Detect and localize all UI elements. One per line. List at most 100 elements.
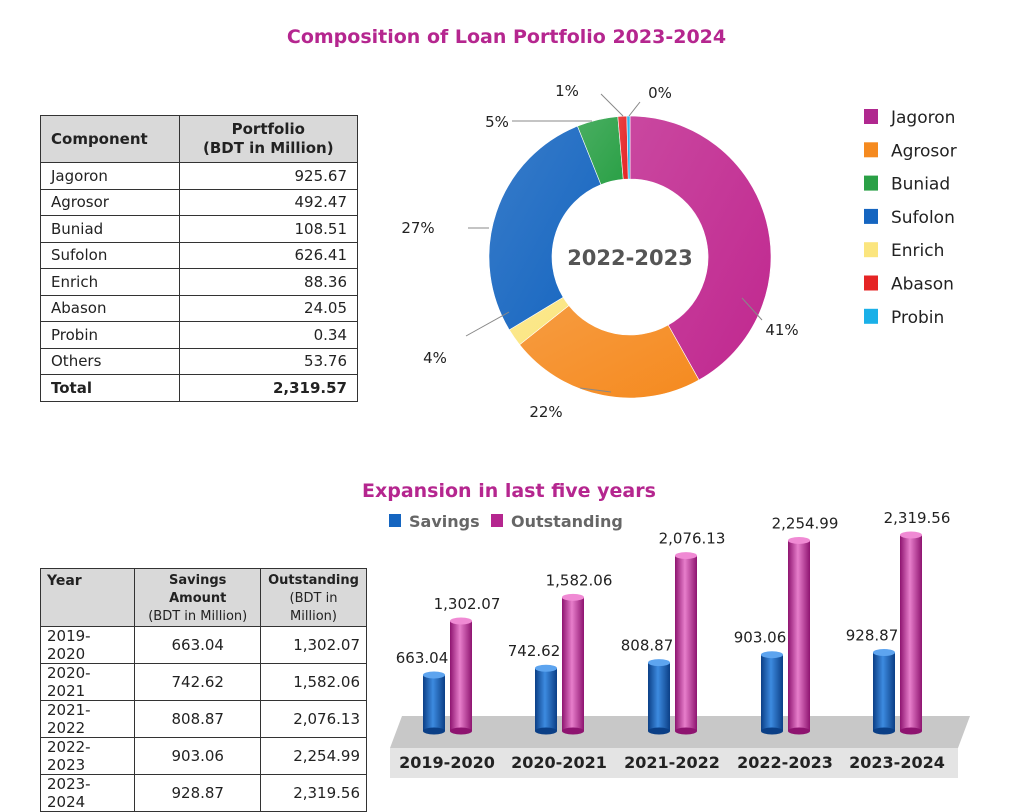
savings-label-2020-2021: 742.62	[508, 642, 561, 660]
outstanding-cell: 2,254.99	[260, 737, 367, 775]
legend-label-enrich: Enrich	[891, 241, 944, 261]
leader-line-agrosor	[579, 387, 612, 393]
donut-chart: 2022-2023 41% 22% 4% 27% 5% 1% 0% Jagoron Agrosor…	[401, 82, 956, 421]
year-cell: 2019-2020	[39, 626, 136, 664]
component-name: Others	[40, 347, 180, 375]
column-header-portfolio: Portfolio (BDT in Million)	[178, 115, 359, 163]
savings-cell: 663.04	[134, 626, 262, 664]
portfolio-value: 925.67	[178, 162, 359, 190]
percent-label-jagoron: 41%	[765, 321, 798, 339]
expansion-table: Year Savings Amount (BDT in Million) Out…	[39, 568, 367, 812]
component-name: Total	[40, 374, 180, 402]
expansion-title: Expansion in last five years	[362, 480, 656, 502]
outstanding-label-2021-2022: 2,076.13	[659, 530, 726, 548]
legend-label-abason: Abason	[891, 275, 954, 295]
loan-portfolio-table: Component Portfolio (BDT in Million) Jag…	[40, 115, 359, 402]
outstanding-label-2019-2020: 1,302.07	[434, 595, 501, 613]
savings-label-2021-2022: 808.87	[621, 637, 674, 655]
savings-bar-2020-2021	[535, 664, 557, 735]
x-tick-label-2023-2024: 2023-2024	[849, 753, 945, 772]
donut-slice-probin	[626, 115, 631, 180]
legend-swatch-buniad	[864, 175, 878, 191]
leader-line-enrich	[465, 311, 510, 337]
legend-swatch-jagoron	[864, 109, 878, 124]
legend-label-agrosor: Agrosor	[891, 141, 957, 161]
column-header-savings: Savings Amount (BDT in Million)	[134, 568, 262, 627]
savings-label-2019-2020: 663.04	[396, 649, 449, 667]
bar-chart: Savings Outstanding 663.04 1,302.07 2019-202…	[389, 509, 970, 778]
legend-swatch-enrich	[864, 242, 878, 258]
column-header-year: Year	[39, 568, 136, 627]
table-row: Others 53.76	[40, 347, 359, 375]
component-name: Agrosor	[40, 188, 180, 216]
table-row: Total 2,319.57	[40, 374, 359, 402]
table-row: Sufolon 626.41	[40, 241, 359, 269]
component-name: Sufolon	[40, 241, 180, 269]
table-row: Abason 24.05	[40, 294, 359, 322]
savings-label-2022-2023: 903.06	[734, 629, 787, 647]
outstanding-cell: 1,302.07	[260, 626, 367, 664]
savings-cell: 742.62	[134, 663, 262, 701]
component-name: Probin	[40, 321, 180, 349]
savings-cell: 808.87	[134, 700, 262, 738]
donut-center-label: 2022-2023	[567, 246, 693, 270]
x-tick-label-2020-2021: 2020-2021	[511, 753, 607, 772]
legend-swatch-probin	[864, 308, 878, 324]
legend-swatch-outstanding	[491, 514, 503, 527]
portfolio-value: 492.47	[178, 188, 359, 216]
savings-label-2023-2024: 928.87	[846, 627, 899, 645]
outstanding-label-2022-2023: 2,254.99	[772, 514, 839, 532]
table-row: 2019-2020 663.04 1,302.07	[39, 626, 367, 664]
percent-label-agrosor: 22%	[529, 403, 562, 421]
savings-bar-2019-2020	[423, 671, 445, 735]
donut-slice-sufolon	[488, 125, 602, 331]
component-name: Abason	[40, 294, 180, 322]
percent-label-abason: 1%	[555, 82, 579, 100]
component-name: Jagoron	[40, 162, 180, 190]
outstanding-bar-2021-2022	[675, 552, 697, 735]
table-row: Probin 0.34	[40, 321, 359, 349]
savings-bar-2022-2023	[761, 651, 783, 735]
legend-swatch-abason	[864, 275, 878, 291]
savings-cell: 903.06	[134, 737, 262, 775]
percent-label-enrich: 4%	[423, 349, 447, 367]
page-title: Composition of Loan Portfolio 2023-2024	[286, 26, 727, 48]
percent-label-buniad: 5%	[485, 113, 509, 131]
outstanding-label-2020-2021: 1,582.06	[546, 571, 613, 589]
leader-line-abason	[600, 93, 624, 117]
leader-line-jagoron	[741, 297, 763, 321]
column-header-outstanding: Outstanding (BDT in Million)	[260, 568, 367, 627]
outstanding-cell: 2,076.13	[260, 700, 367, 738]
outstanding-bar-2023-2024	[900, 531, 922, 735]
year-cell: 2023-2024	[39, 774, 136, 812]
outstanding-bar-2020-2021	[562, 593, 584, 735]
legend-swatch-savings	[389, 514, 401, 527]
legend-swatch-agrosor	[864, 142, 878, 158]
x-tick-label-2022-2023: 2022-2023	[737, 753, 833, 772]
x-tick-label-2019-2020: 2019-2020	[399, 753, 495, 772]
year-cell: 2020-2021	[39, 663, 136, 701]
bar-platform-front	[390, 748, 958, 778]
legend-label-savings: Savings	[409, 512, 480, 531]
table-row: Agrosor 492.47	[40, 188, 359, 216]
table-row: Buniad 108.51	[40, 215, 359, 243]
outstanding-cell: 2,319.56	[260, 774, 367, 812]
table-row: Jagoron 925.67	[40, 162, 359, 190]
legend-label-buniad: Buniad	[891, 175, 950, 195]
legend-label-sufolon: Sufolon	[891, 208, 955, 228]
percent-label-probin: 0%	[648, 84, 672, 102]
donut-slice-jagoron	[629, 115, 772, 381]
component-name: Buniad	[40, 215, 180, 243]
percent-label-sufolon: 27%	[401, 219, 434, 237]
outstanding-bar-2019-2020	[450, 617, 472, 735]
portfolio-value: 2,319.57	[178, 374, 359, 402]
outstanding-label-2023-2024: 2,319.56	[884, 509, 951, 527]
donut-slice-agrosor	[519, 305, 700, 399]
x-tick-label-2021-2022: 2021-2022	[624, 753, 720, 772]
legend-label-outstanding: Outstanding	[511, 512, 623, 531]
table-row: 2023-2024 928.87 2,319.56	[39, 774, 367, 812]
savings-bar-2023-2024	[873, 649, 895, 735]
table-row: 2020-2021 742.62 1,582.06	[39, 663, 367, 701]
savings-cell: 928.87	[134, 774, 262, 812]
